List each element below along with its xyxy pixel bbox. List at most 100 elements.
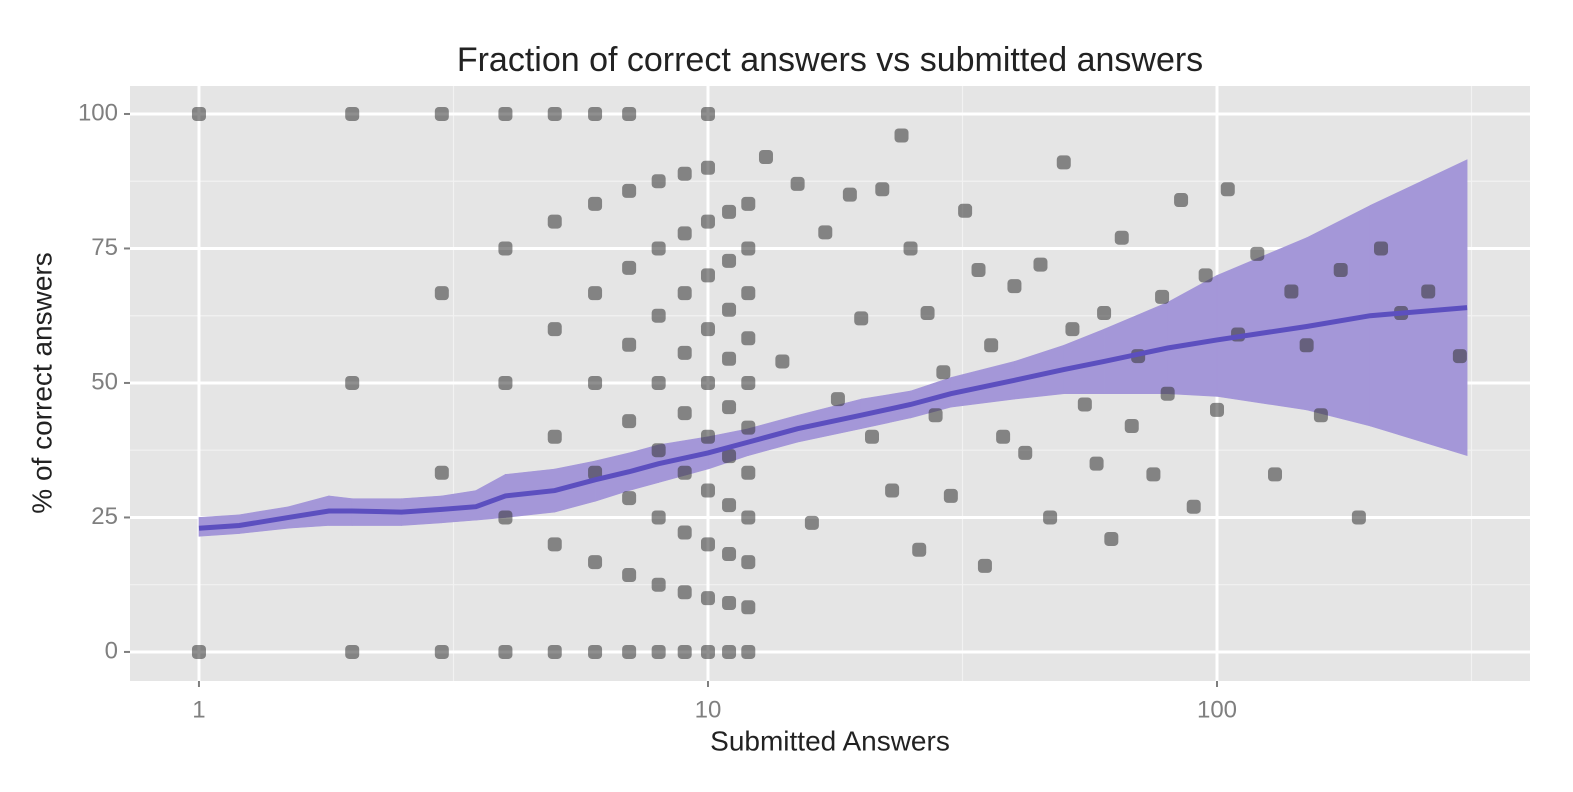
point — [700, 214, 715, 229]
point — [722, 253, 737, 268]
point — [722, 595, 737, 610]
point — [741, 465, 756, 480]
point — [700, 322, 715, 337]
point — [936, 365, 951, 380]
point — [875, 182, 890, 197]
point — [677, 525, 692, 540]
point — [700, 591, 715, 606]
point — [677, 226, 692, 241]
point — [547, 429, 562, 444]
point — [741, 420, 756, 435]
point — [498, 644, 513, 659]
point — [1077, 397, 1092, 412]
point — [1097, 306, 1112, 321]
point — [1043, 510, 1058, 525]
point — [920, 306, 935, 321]
point — [588, 555, 603, 570]
point — [1089, 456, 1104, 471]
point — [1104, 531, 1119, 546]
point — [722, 351, 737, 366]
point — [722, 498, 737, 513]
point — [1155, 289, 1170, 304]
point — [1186, 499, 1201, 514]
point — [700, 160, 715, 175]
point — [996, 429, 1011, 444]
point — [434, 286, 449, 301]
point — [1351, 510, 1366, 525]
point — [903, 241, 918, 256]
point — [1065, 322, 1080, 337]
point — [677, 644, 692, 659]
point — [758, 150, 773, 165]
point — [651, 644, 666, 659]
point — [977, 558, 992, 573]
confidence-band — [1369, 159, 1468, 456]
point — [722, 204, 737, 219]
y-tick-label: 0 — [105, 637, 118, 664]
point — [588, 375, 603, 390]
point — [651, 443, 666, 458]
point — [651, 375, 666, 390]
point — [1333, 262, 1348, 277]
point — [345, 375, 360, 390]
point — [1033, 257, 1048, 272]
x-axis-label: Submitted Answers — [710, 725, 950, 756]
point — [894, 128, 909, 143]
point — [622, 106, 637, 121]
point — [651, 174, 666, 189]
point — [722, 449, 737, 464]
point — [1007, 279, 1022, 294]
x-tick-label: 100 — [1197, 696, 1237, 723]
point — [1268, 467, 1283, 482]
point — [1452, 349, 1467, 364]
point — [984, 338, 999, 353]
x-tick-label: 1 — [192, 696, 205, 723]
point — [1299, 338, 1314, 353]
point — [498, 241, 513, 256]
point — [700, 106, 715, 121]
point — [790, 176, 805, 191]
point — [1114, 230, 1129, 245]
point — [1056, 155, 1071, 170]
point — [865, 429, 880, 444]
point — [912, 542, 927, 557]
y-tick-label: 75 — [91, 234, 118, 261]
point — [651, 241, 666, 256]
point — [741, 286, 756, 301]
point — [854, 311, 869, 326]
point — [741, 196, 756, 211]
point — [722, 302, 737, 317]
point — [741, 375, 756, 390]
point — [677, 585, 692, 600]
point — [741, 241, 756, 256]
point — [434, 106, 449, 121]
point — [885, 483, 900, 498]
point — [1146, 467, 1161, 482]
point — [741, 644, 756, 659]
point — [434, 465, 449, 480]
point — [1313, 408, 1328, 423]
point — [1210, 402, 1225, 417]
point — [434, 644, 449, 659]
point — [677, 286, 692, 301]
point — [700, 483, 715, 498]
point — [943, 488, 958, 503]
point — [1374, 241, 1389, 256]
y-tick-label: 100 — [78, 99, 118, 126]
point — [588, 196, 603, 211]
point — [830, 392, 845, 407]
point — [958, 203, 973, 218]
point — [547, 322, 562, 337]
point — [818, 225, 833, 240]
point — [622, 183, 637, 198]
y-tick-label: 25 — [91, 503, 118, 530]
point — [741, 331, 756, 346]
point — [677, 406, 692, 421]
point — [547, 644, 562, 659]
point — [1198, 268, 1213, 283]
point — [651, 510, 666, 525]
chart-title: Fraction of correct answers vs submitted… — [457, 41, 1203, 79]
point — [1250, 246, 1265, 261]
point — [1160, 386, 1175, 401]
